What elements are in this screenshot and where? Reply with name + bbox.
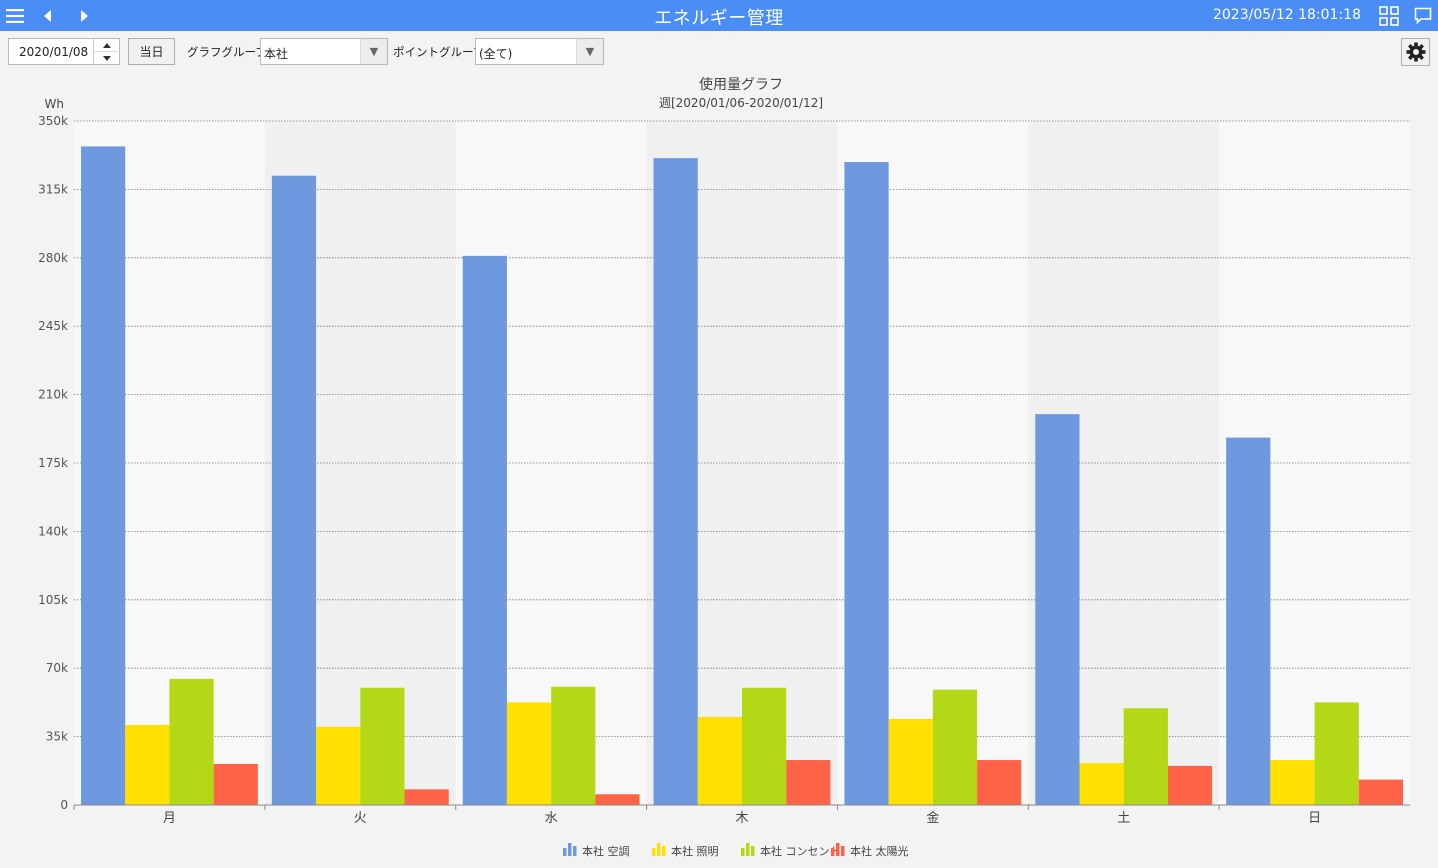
bar xyxy=(169,678,214,805)
legend-swatch xyxy=(741,848,745,856)
bar xyxy=(786,760,831,805)
caret-up-icon xyxy=(103,42,111,48)
point-group-value: (全て) xyxy=(479,47,513,61)
y-tick-label: 210k xyxy=(38,388,68,402)
legend-swatch xyxy=(662,846,666,856)
speech-bubble-icon[interactable] xyxy=(1412,0,1434,31)
bar xyxy=(404,789,449,805)
legend-swatch xyxy=(568,843,572,856)
legend-item[interactable]: 本社 空調 xyxy=(563,843,630,858)
bar xyxy=(888,719,933,805)
bar xyxy=(653,158,698,805)
graph-group-label: グラフグループ: xyxy=(187,45,271,59)
legend-swatch xyxy=(841,846,845,856)
bar xyxy=(1270,760,1315,805)
point-group-select[interactable]: (全て) ▼ xyxy=(475,38,604,65)
bar xyxy=(360,687,405,805)
y-tick-label: 175k xyxy=(38,456,68,470)
bar xyxy=(213,763,258,805)
date-down-button[interactable] xyxy=(94,52,120,64)
legend-swatch xyxy=(573,846,577,856)
y-tick-label: 70k xyxy=(46,661,68,675)
point-group-label: ポイントグループ: xyxy=(393,45,489,59)
clock-datetime: 2023/05/12 18:01:18 xyxy=(1212,7,1361,23)
x-tick-label: 木 xyxy=(735,811,748,826)
legend-swatch xyxy=(836,843,840,856)
bar xyxy=(1123,708,1168,805)
chevron-down-icon: ▼ xyxy=(576,39,603,64)
x-tick-label: 土 xyxy=(1117,811,1130,826)
x-tick-label: 火 xyxy=(354,811,367,826)
y-tick-label: 280k xyxy=(38,251,68,265)
y-tick-label: 140k xyxy=(38,524,68,538)
legend-label: 本社 空調 xyxy=(582,844,630,858)
x-tick-label: 月 xyxy=(163,811,176,826)
legend-swatch xyxy=(563,848,567,856)
bar xyxy=(932,689,978,805)
bar xyxy=(316,726,361,805)
bar xyxy=(1226,437,1271,805)
legend-item[interactable]: 本社 照明 xyxy=(652,843,719,858)
bar xyxy=(977,760,1022,805)
graph-group-select[interactable]: 本社 ▼ xyxy=(260,38,388,65)
y-axis-unit: Wh xyxy=(45,97,64,111)
bar xyxy=(1035,414,1080,805)
legend-swatch xyxy=(652,848,656,856)
legend-item[interactable]: 本社 太陽光 xyxy=(831,843,909,858)
bar xyxy=(81,146,126,806)
usage-chart: 035k70k105k140k175k210k245k280k315k350k … xyxy=(38,76,1410,858)
caret-down-icon xyxy=(103,55,111,61)
bar xyxy=(125,724,170,805)
y-tick-label: 245k xyxy=(38,319,68,333)
graph-group-value: 本社 xyxy=(264,47,289,61)
bar xyxy=(697,717,742,805)
legend-swatch xyxy=(751,846,755,856)
toolbar: 2020/01/08 当日 グラフグループ: 本社 ▼ ポイントグループ: (全… xyxy=(0,31,1438,73)
bar xyxy=(595,794,640,805)
y-tick-label: 105k xyxy=(38,593,68,607)
legend-label: 本社 太陽光 xyxy=(850,844,909,858)
x-tick-label: 金 xyxy=(926,810,939,826)
bar xyxy=(1079,762,1124,805)
hamburger-menu-icon[interactable] xyxy=(4,0,26,31)
y-tick-label: 315k xyxy=(38,182,68,196)
chart-legend: 本社 空調 本社 照明 本社 コンセント 本社 太陽光 xyxy=(563,843,909,858)
title-bar: エネルギー管理 2023/05/12 18:01:18 xyxy=(0,0,1438,31)
legend-swatch xyxy=(657,843,661,856)
chevron-down-icon: ▼ xyxy=(360,39,387,64)
legend-label: 本社 照明 xyxy=(671,844,719,858)
date-stepper xyxy=(93,39,120,64)
x-tick-label: 日 xyxy=(1308,811,1321,826)
legend-label: 本社 コンセント xyxy=(760,844,841,858)
legend-item[interactable]: 本社 コンセント xyxy=(741,843,841,858)
arrow-right-icon[interactable] xyxy=(74,0,94,31)
today-button[interactable]: 当日 xyxy=(128,38,175,65)
gear-icon xyxy=(1406,42,1425,62)
date-field[interactable]: 2020/01/08 xyxy=(8,38,120,65)
bar xyxy=(1314,702,1359,805)
arrow-left-icon[interactable] xyxy=(38,0,58,31)
legend-swatch xyxy=(746,843,750,856)
bar xyxy=(844,162,889,805)
bar xyxy=(1358,779,1403,805)
chart-subtitle: 週[2020/01/06-2020/01/12] xyxy=(659,96,823,110)
bar xyxy=(271,175,317,806)
y-tick-label: 350k xyxy=(38,114,68,128)
bar xyxy=(742,687,787,805)
y-tick-label: 35k xyxy=(46,730,68,744)
bar xyxy=(506,702,552,805)
x-tick-label: 水 xyxy=(545,811,558,826)
grid-tiles-icon[interactable] xyxy=(1378,0,1400,31)
chart-title: 使用量グラフ xyxy=(699,76,783,93)
date-up-button[interactable] xyxy=(94,39,120,52)
bar xyxy=(1167,765,1213,805)
y-tick-label: 0 xyxy=(60,798,68,812)
legend-swatch xyxy=(831,848,835,856)
date-input-value: 2020/01/08 xyxy=(19,45,89,59)
settings-button[interactable] xyxy=(1401,38,1430,66)
bar xyxy=(462,255,507,806)
bar xyxy=(551,686,596,805)
